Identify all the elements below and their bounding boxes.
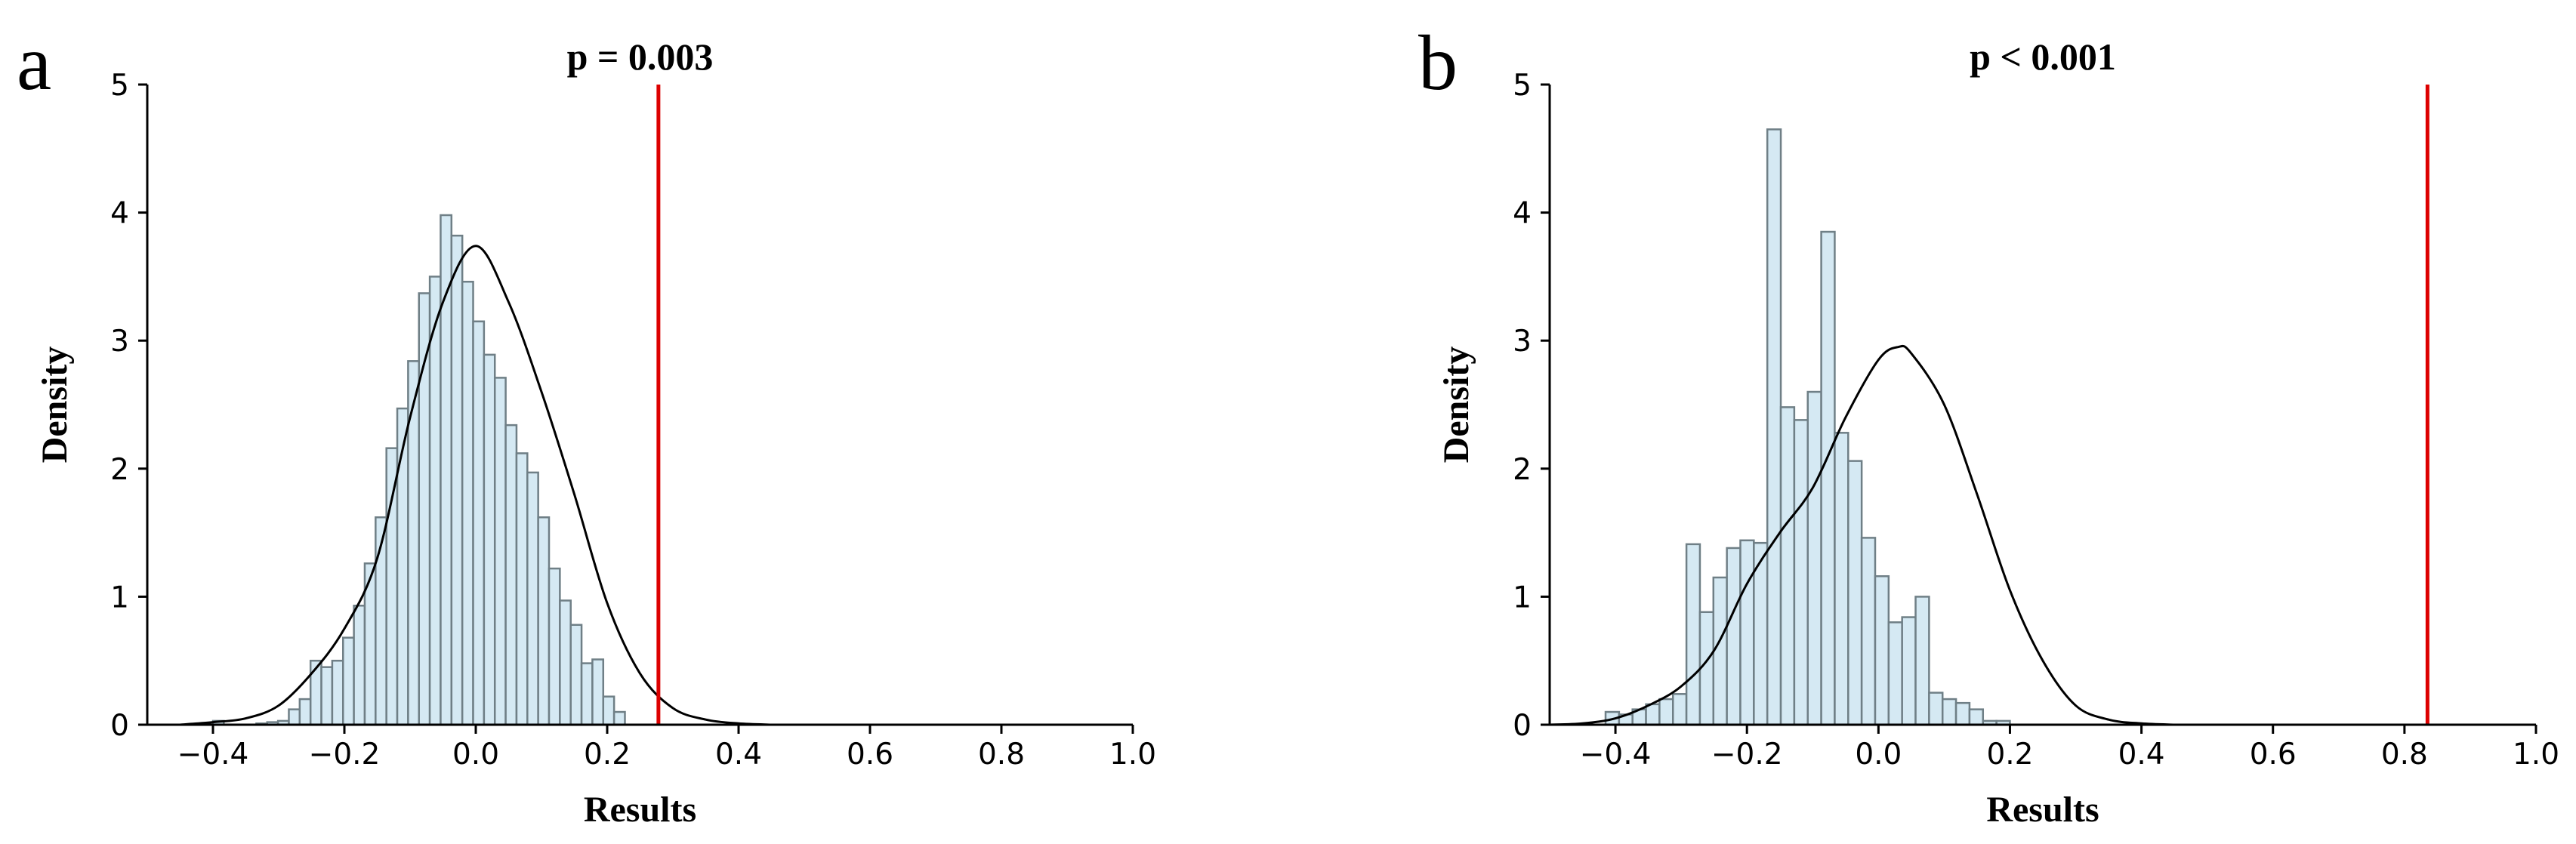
histogram-bar: [1914, 596, 1930, 726]
y-tick-label: 0: [110, 709, 129, 743]
panel-b-title: p < 0.001: [1970, 35, 2116, 78]
x-tick-label: 0.2: [584, 738, 631, 772]
histogram-bar: [353, 605, 366, 726]
histogram-bar: [1968, 708, 1985, 726]
histogram-bar: [320, 666, 334, 726]
histogram-bar: [1779, 406, 1796, 726]
histogram-bar: [1672, 693, 1688, 726]
histogram-bar: [450, 234, 464, 726]
histogram-bar: [1901, 616, 1917, 726]
histogram-bar: [483, 353, 496, 726]
x-tick-label: 0.0: [1855, 738, 1902, 772]
panel-letter-a: a: [17, 20, 51, 106]
histogram-bar: [1928, 692, 1944, 726]
kde-curve: [180, 245, 772, 726]
panel-b: b p < 0.001 Results Density −0.4 −0.2 0.0 0…: [1418, 20, 2559, 830]
x-tick-label: −0.4: [1580, 738, 1652, 772]
x-tick-label: 0.8: [978, 738, 1025, 772]
x-tick-label: 0.6: [847, 738, 893, 772]
y-tick-label: 2: [1513, 453, 1532, 487]
x-tick-label: −0.2: [1711, 738, 1783, 772]
panel-b-ylabel: Density: [1436, 347, 1476, 464]
histogram-bar: [1847, 460, 1863, 726]
histogram-bar: [1793, 419, 1809, 726]
histogram-bar: [1860, 537, 1877, 726]
histogram-bar: [418, 292, 431, 726]
histogram-bar: [526, 471, 539, 726]
y-tick-label: 3: [1513, 325, 1532, 359]
histogram-bar: [580, 662, 594, 726]
histogram-bar: [331, 659, 344, 726]
histogram-bar: [1645, 703, 1661, 726]
histogram-bar: [1658, 698, 1674, 726]
histogram-bar: [472, 320, 486, 726]
histogram-bars: [1604, 128, 2011, 726]
histogram-bars: [211, 214, 626, 726]
histogram-bar: [298, 698, 312, 726]
x-tick-label: 0.4: [2118, 738, 2165, 772]
histogram-bar: [1874, 575, 1890, 726]
histogram-bar: [1712, 576, 1728, 726]
x-tick-label: 0.4: [715, 738, 762, 772]
histogram-bar: [309, 659, 322, 726]
y-tick-label: 2: [110, 453, 129, 487]
histogram-bar: [1941, 698, 1957, 726]
histogram-bar: [537, 516, 551, 726]
panel-a-ylabel: Density: [35, 347, 75, 464]
histogram-bar: [1834, 432, 1849, 726]
y-tick-label: 3: [110, 325, 129, 359]
panel-a-xlabel: Results: [584, 790, 696, 830]
x-tick-label: 0.6: [2250, 738, 2297, 772]
histogram-bar: [548, 567, 561, 726]
histogram-bar: [428, 276, 442, 726]
histogram-bar: [1739, 539, 1755, 726]
y-tick-label: 1: [1513, 581, 1532, 615]
histogram-bar: [1954, 701, 1971, 726]
histogram-bar: [1806, 390, 1822, 726]
x-tick-label: −0.4: [177, 738, 249, 772]
y-tick-label: 5: [1513, 69, 1532, 103]
x-tick-label: 0.2: [1986, 738, 2033, 772]
histogram-bar: [288, 708, 301, 726]
histogram-bar: [385, 447, 399, 726]
histogram-bar: [461, 280, 474, 726]
y-tick-label: 4: [1513, 197, 1532, 231]
y-tick-label: 1: [110, 581, 129, 615]
histogram-bar: [1820, 230, 1836, 726]
histogram-bar: [591, 658, 605, 726]
histogram-bar: [559, 599, 572, 726]
x-tick-label: 0.0: [452, 738, 499, 772]
y-tick-label: 4: [110, 197, 129, 231]
histogram-bar: [602, 695, 615, 726]
histogram-bar: [1726, 547, 1741, 726]
panel-a: a p = 0.003 Results Density −0.4 −0.2 0.0 0…: [17, 20, 1156, 830]
histogram-bar: [396, 407, 409, 726]
panel-b-xlabel: Results: [1986, 790, 2099, 830]
histogram-bar: [569, 624, 583, 726]
kde-curve: [1549, 344, 2175, 726]
histogram-bar: [493, 377, 507, 726]
x-tick-label: 1.0: [1109, 738, 1156, 772]
histogram-bar: [515, 452, 529, 726]
x-tick-label: 1.0: [2513, 738, 2559, 772]
histogram-bar: [1698, 611, 1715, 726]
histogram-bar: [1685, 543, 1701, 726]
y-tick-label: 0: [1513, 709, 1532, 743]
histogram-bar: [612, 710, 626, 726]
x-tick-label: 0.8: [2381, 738, 2428, 772]
histogram-bar: [1766, 128, 1782, 726]
panel-letter-b: b: [1418, 20, 1458, 106]
x-tick-label: −0.2: [309, 738, 381, 772]
histogram-bar: [504, 424, 518, 726]
panel-a-title: p = 0.003: [567, 35, 714, 78]
histogram-bar: [342, 636, 355, 726]
histogram-bar: [1887, 621, 1903, 726]
y-tick-label: 5: [110, 69, 129, 103]
